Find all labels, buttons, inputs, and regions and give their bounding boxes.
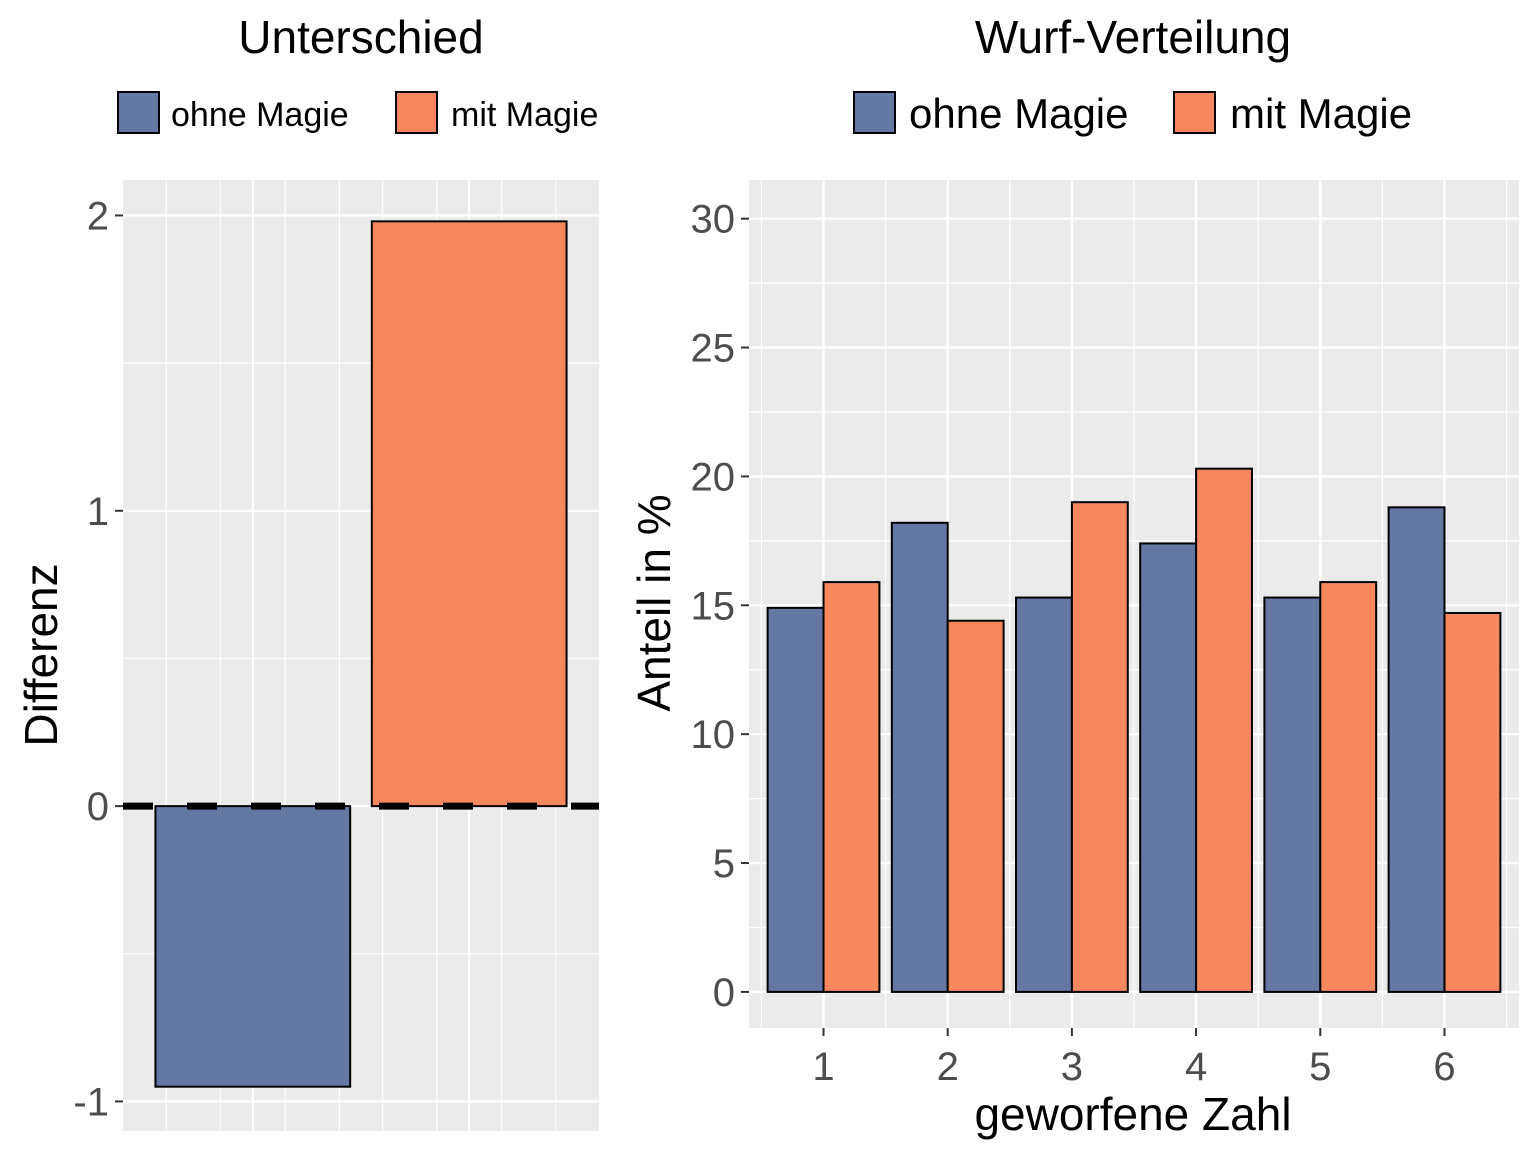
y-tick-label: 20: [691, 455, 736, 499]
legend-key-mit-magie: [1173, 91, 1216, 134]
legend-label-mit-magie: mit Magie: [1230, 90, 1412, 137]
x-tick-label: 3: [1061, 1045, 1083, 1089]
roll-distribution-chart: Wurf-Verteilung ohne Magie mit Magie 051…: [628, 11, 1519, 1140]
difference-chart-legend: ohne Magie mit Magie: [117, 91, 598, 134]
legend-key-mit-magie: [395, 91, 438, 134]
bar-mit-magie-4: [1195, 467, 1253, 993]
roll-distribution-y-axis-title: Anteil in %: [628, 494, 680, 711]
bar-mit-magie-3: [1070, 501, 1129, 993]
y-tick-label: 2: [87, 194, 109, 238]
y-tick-label: 0: [713, 971, 735, 1015]
x-tick-label: 4: [1185, 1045, 1207, 1089]
roll-distribution-y-ticks: 0 5 10 15 20 25 30: [691, 198, 749, 1015]
bar-ohne-magie-3: [1015, 596, 1073, 993]
roll-distribution-x-axis-title: geworfene Zahl: [974, 1088, 1291, 1140]
x-tick-label: 6: [1433, 1045, 1455, 1089]
legend-label-ohne-magie: ohne Magie: [909, 90, 1129, 137]
bar-mit-magie-5: [1319, 581, 1378, 993]
x-tick-label: 2: [937, 1045, 959, 1089]
y-tick-label: 10: [691, 713, 736, 757]
x-tick-label: 5: [1309, 1045, 1331, 1089]
bar-mit-magie-2: [946, 619, 1005, 993]
bar-mit-magie-6: [1443, 612, 1502, 993]
difference-bars: [123, 220, 599, 1088]
bar-ohne-magie: [154, 805, 352, 1088]
y-tick-label: 25: [691, 327, 736, 371]
roll-distribution-chart-title: Wurf-Verteilung: [975, 11, 1291, 63]
difference-y-axis-title: Differenz: [15, 563, 67, 746]
y-tick-label: 5: [713, 842, 735, 886]
roll-distribution-x-ticks: 1 2 3 4 5 6: [812, 1028, 1456, 1089]
difference-y-ticks: -1 0 1 2: [73, 194, 123, 1124]
legend-key-ohne-magie: [853, 91, 896, 134]
roll-distribution-legend: ohne Magie mit Magie: [853, 90, 1412, 137]
y-tick-label: 30: [691, 198, 736, 242]
bar-mit-magie-1: [822, 581, 881, 993]
difference-chart: Unterschied ohne Magie mit Magie -1 0 1 2 D…: [15, 11, 599, 1131]
y-tick-label: -1: [73, 1080, 109, 1124]
legend-label-ohne-magie: ohne Magie: [171, 96, 349, 134]
bar-ohne-magie-6: [1387, 506, 1446, 993]
y-tick-label: 1: [87, 490, 109, 534]
bar-ohne-magie-2: [890, 521, 949, 993]
x-tick-label: 1: [812, 1045, 834, 1089]
legend-label-mit-magie: mit Magie: [451, 96, 598, 134]
y-tick-label: 15: [691, 584, 736, 628]
bar-ohne-magie-5: [1263, 596, 1322, 993]
legend-key-ohne-magie: [117, 91, 160, 134]
y-tick-label: 0: [87, 785, 109, 829]
bar-ohne-magie-4: [1139, 542, 1198, 993]
bar-ohne-magie-1: [766, 606, 825, 993]
roll-distribution-bars: [766, 467, 1502, 993]
bar-mit-magie: [370, 220, 568, 808]
difference-chart-title: Unterschied: [238, 11, 483, 63]
